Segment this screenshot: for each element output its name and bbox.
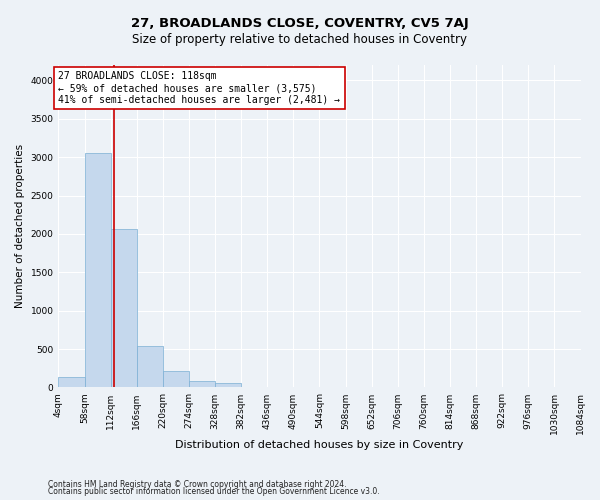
Text: 27, BROADLANDS CLOSE, COVENTRY, CV5 7AJ: 27, BROADLANDS CLOSE, COVENTRY, CV5 7AJ xyxy=(131,18,469,30)
Bar xyxy=(110,230,137,388)
Bar xyxy=(189,382,215,388)
Text: Contains public sector information licensed under the Open Government Licence v3: Contains public sector information licen… xyxy=(48,487,380,496)
Bar xyxy=(85,154,110,388)
Bar xyxy=(58,378,85,388)
Y-axis label: Number of detached properties: Number of detached properties xyxy=(15,144,25,308)
Text: Contains HM Land Registry data © Crown copyright and database right 2024.: Contains HM Land Registry data © Crown c… xyxy=(48,480,347,489)
X-axis label: Distribution of detached houses by size in Coventry: Distribution of detached houses by size … xyxy=(175,440,464,450)
Bar xyxy=(163,372,189,388)
Text: 27 BROADLANDS CLOSE: 118sqm
← 59% of detached houses are smaller (3,575)
41% of : 27 BROADLANDS CLOSE: 118sqm ← 59% of det… xyxy=(58,72,340,104)
Bar xyxy=(137,346,163,388)
Bar xyxy=(215,383,241,388)
Text: Size of property relative to detached houses in Coventry: Size of property relative to detached ho… xyxy=(133,32,467,46)
